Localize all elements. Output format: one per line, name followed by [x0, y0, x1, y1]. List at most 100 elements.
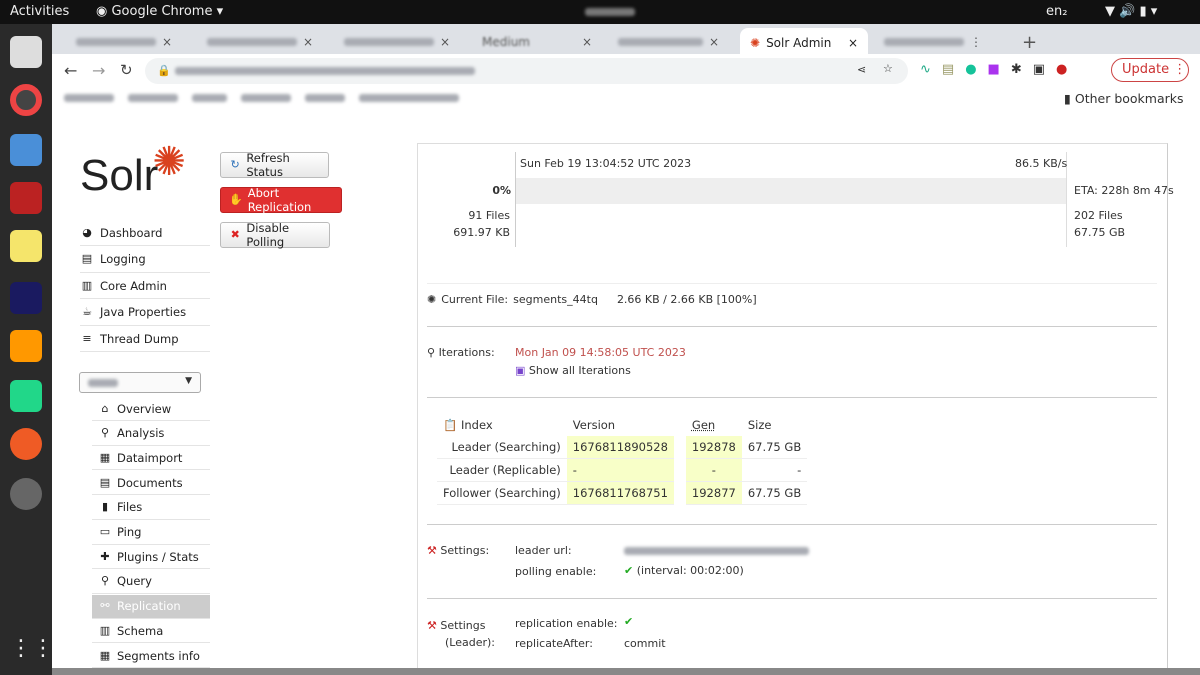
replicate-after-value: commit [624, 637, 666, 650]
core-menu-ping[interactable]: ▭ Ping [92, 521, 210, 545]
sidebar-icon[interactable]: ▣ [1032, 62, 1046, 77]
nav-icon: ▥ [81, 278, 93, 292]
other-bookmarks[interactable]: ▮ Other bookmarks [1064, 91, 1184, 106]
chrome-icon[interactable] [10, 84, 42, 116]
nav-java-properties[interactable]: ☕ Java Properties [80, 300, 210, 326]
bookmark[interactable] [128, 94, 178, 102]
profile-avatar[interactable]: ● [1056, 62, 1068, 77]
address-bar[interactable]: 🔒 ⋖ ☆ [145, 58, 908, 84]
core-menu-overview[interactable]: ⌂ Overview [92, 397, 210, 421]
total-size: 67.75 GB [1074, 226, 1126, 239]
horizontal-scrollbar[interactable] [52, 668, 1200, 675]
reload-button[interactable]: ↻ [120, 61, 133, 79]
apps-grid-icon[interactable]: ⋮⋮ [10, 636, 54, 661]
system-status-icons[interactable]: ▼ 🔊 ▮ ▾ [1105, 4, 1158, 19]
index-row: Leader (Searching) 1676811890528 192878 67.… [437, 436, 808, 459]
extension-icon[interactable]: ■ [987, 62, 1000, 77]
extension-icon[interactable]: ▤ [941, 62, 955, 77]
check-icon: ✔ [624, 615, 634, 628]
replication-progress-bar [516, 178, 1066, 204]
dock: ⋮⋮ [0, 24, 54, 675]
bookmark[interactable] [64, 94, 114, 102]
shield-icon[interactable] [10, 134, 42, 166]
core-menu-replication[interactable]: ⚯ Replication [92, 594, 210, 619]
current-file: ✺ Current File: segments_44tq 2.66 KB / 2.6… [427, 293, 757, 306]
core-menu-schema[interactable]: ▥ Schema [92, 619, 210, 644]
nav-thread-dump[interactable]: ≡ Thread Dump [80, 326, 210, 353]
language-indicator[interactable]: en₂ [1046, 4, 1068, 19]
terminal-icon[interactable] [10, 182, 42, 214]
tab[interactable]: × [197, 28, 327, 56]
bookmark[interactable] [305, 94, 345, 102]
extension-icon[interactable]: ∿ [920, 62, 931, 77]
core-menu-dataimport[interactable]: ▦ Dataimport [92, 446, 210, 471]
nav-logging[interactable]: ▤ Logging [80, 247, 210, 273]
notes-icon[interactable] [10, 230, 42, 262]
refresh-icon: ↻ [230, 158, 240, 171]
files-icon[interactable] [10, 36, 42, 68]
new-tab-button[interactable]: + [1022, 31, 1038, 53]
extensions: ∿ ▤ ● ■ ✱ ▣ ● [920, 62, 1067, 77]
grammarly-icon[interactable]: ● [965, 62, 977, 77]
core-menu-plugins-stats[interactable]: ✚ Plugins / Stats [92, 545, 210, 570]
core-menu-documents[interactable]: ▤ Documents [92, 471, 210, 496]
show-all-iterations-link[interactable]: ▣ Show all Iterations [515, 364, 631, 377]
solr-logo[interactable]: Solr ✺ [80, 139, 186, 200]
bookmark[interactable] [192, 94, 227, 102]
nav-icon: ≡ [82, 331, 92, 345]
bookmark[interactable] [241, 94, 291, 102]
settings-label: ⚒ Settings: [427, 544, 490, 557]
sublime-icon[interactable] [10, 330, 42, 362]
core-menu-analysis[interactable]: ⚲ Analysis [92, 422, 210, 446]
tab[interactable]: ⋮ [874, 28, 1004, 56]
polling-label: polling enable: [515, 565, 597, 578]
core-menu-segments-info[interactable]: ▦ Segments info [92, 644, 210, 668]
leader-url-label: leader url: [515, 544, 572, 557]
solr-sun-icon: ✺ [152, 139, 186, 185]
update-button[interactable]: Update ⋮ [1111, 58, 1189, 82]
nav-icon: ☕ [82, 305, 92, 319]
menu-icon: ▭ [99, 525, 111, 538]
disable-polling-button[interactable]: ✖ Disable Polling [220, 221, 330, 249]
nav-core-admin[interactable]: ▥ Core Admin [80, 273, 210, 300]
core-menu-files[interactable]: ▮ Files [92, 496, 210, 520]
bookmark[interactable] [359, 94, 459, 102]
os-top-bar: Activities ◉ Google Chrome ▾ en₂ ▼ 🔊 ▮ ▾ [0, 0, 1200, 24]
nav-icon: ◕ [82, 225, 92, 239]
lock-icon: 🔒 [157, 64, 171, 77]
clock[interactable] [585, 8, 635, 16]
tab[interactable]: × [608, 28, 736, 56]
nav-dashboard[interactable]: ◕ Dashboard [80, 220, 210, 246]
solr-favicon: ✺ [750, 36, 761, 50]
menu-icon: ⌂ [101, 401, 109, 415]
back-button[interactable]: ← [64, 61, 78, 80]
total-files: 202 Files [1074, 209, 1123, 222]
iteration-date: Mon Jan 09 14:58:05 UTC 2023 [515, 346, 686, 359]
app-menu[interactable]: ◉ Google Chrome ▾ [96, 4, 224, 19]
tab-medium[interactable]: Medium × [482, 35, 592, 49]
activities-button[interactable]: Activities [10, 4, 70, 19]
tab[interactable]: × [334, 28, 464, 56]
replicate-after-label: replicateAfter: [515, 637, 593, 650]
core-menu-query[interactable]: ⚲ Query [92, 570, 210, 594]
core-selector[interactable]: ▼ [79, 372, 201, 393]
bookmark-star-icon[interactable]: ☆ [883, 62, 893, 75]
share-icon[interactable]: ⋖ [857, 63, 867, 76]
forward-button[interactable]: → [92, 61, 106, 80]
abort-replication-button[interactable]: ✋ Abort Replication [220, 186, 342, 214]
puzzle-icon[interactable]: ✱ [1010, 62, 1022, 77]
chrome-icon: ◉ [96, 4, 112, 19]
pycharm-icon[interactable] [10, 380, 42, 412]
menu-icon: ▥ [99, 623, 111, 637]
intellij-icon[interactable] [10, 282, 42, 314]
tab[interactable]: × [66, 28, 190, 56]
index-row: Follower (Searching) 1676811768751 192877 6… [437, 481, 808, 505]
tools-icon: ⚒ [427, 544, 437, 557]
postman-icon[interactable] [10, 428, 42, 460]
browser-chrome: × × × Medium × × ✺ Solr Admin × ⋮ + ← → ↻ 🔒… [52, 24, 1200, 115]
refresh-status-button[interactable]: ↻ Refresh Status [220, 151, 329, 179]
settings-icon[interactable] [10, 478, 42, 510]
close-tab-icon[interactable]: × [847, 36, 858, 50]
done-size: 691.97 KB [453, 226, 510, 239]
tab-solr-admin[interactable]: ✺ Solr Admin × [740, 28, 868, 58]
